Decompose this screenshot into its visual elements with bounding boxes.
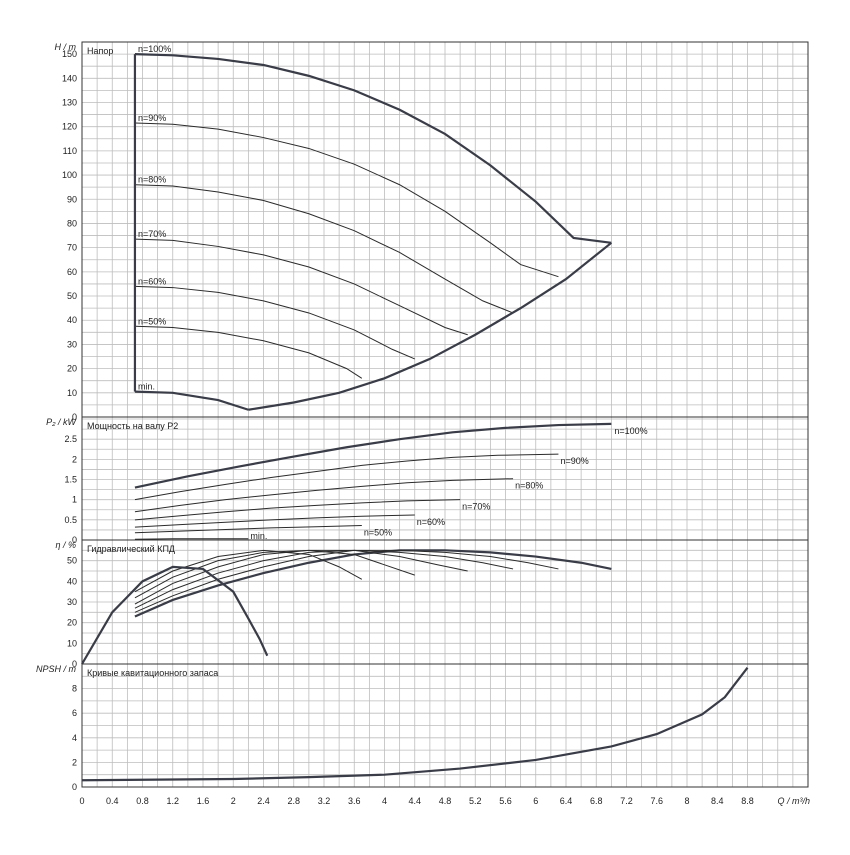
y-tick-label: 120 <box>62 122 77 132</box>
series-line <box>135 550 415 598</box>
y-tick-label: 1.5 <box>64 475 77 485</box>
x-tick-label: 6.4 <box>560 796 573 806</box>
y-tick-label: 0.5 <box>64 515 77 525</box>
y-tick-label: 30 <box>67 597 77 607</box>
panel-title: Кривые кавитационного запаса <box>87 668 218 678</box>
y-tick-label: 100 <box>62 170 77 180</box>
series-label: n=50% <box>364 527 392 537</box>
x-tick-label: 7.6 <box>650 796 663 806</box>
series-line <box>135 454 559 500</box>
series-label: n=70% <box>462 502 490 512</box>
y-tick-label: 70 <box>67 243 77 253</box>
series-label: n=70% <box>138 229 166 239</box>
y-tick-label: 4 <box>72 733 77 743</box>
x-tick-label: 3.2 <box>318 796 331 806</box>
series-label: n=80% <box>138 175 166 185</box>
y-axis-label: P₂ / kW <box>46 417 77 427</box>
x-tick-label: 4 <box>382 796 387 806</box>
x-tick-label: 0.8 <box>136 796 149 806</box>
series-line <box>135 515 415 527</box>
x-tick-label: 2.4 <box>257 796 270 806</box>
y-tick-label: 20 <box>67 364 77 374</box>
y-tick-label: 8 <box>72 684 77 694</box>
series-line <box>135 424 611 488</box>
series-line <box>135 123 559 277</box>
x-tick-label: 8 <box>684 796 689 806</box>
y-tick-label: 0 <box>72 782 77 792</box>
y-axis-label: η / % <box>55 540 76 550</box>
x-tick-label: 5.2 <box>469 796 482 806</box>
y-tick-label: 50 <box>67 556 77 566</box>
series-label: min. <box>250 531 267 541</box>
y-axis-label: NPSH / m <box>36 664 77 674</box>
series-line <box>135 392 248 410</box>
y-tick-label: 2 <box>72 454 77 464</box>
x-tick-label: 1.6 <box>197 796 210 806</box>
x-tick-label: 0.4 <box>106 796 119 806</box>
y-tick-label: 90 <box>67 194 77 204</box>
y-tick-label: 40 <box>67 576 77 586</box>
y-tick-label: 10 <box>67 388 77 398</box>
x-tick-label: 1.2 <box>166 796 179 806</box>
series-label: n=90% <box>138 113 166 123</box>
series-label: n=60% <box>417 517 445 527</box>
panel-npsh: Кривые кавитационного запаса NPSH / m 0 2 4 6… <box>36 664 808 792</box>
y-tick-label: 50 <box>67 291 77 301</box>
x-tick-label: 2.8 <box>287 796 300 806</box>
x-tick-label: 6.8 <box>590 796 603 806</box>
x-tick-label: 2 <box>231 796 236 806</box>
series-label: n=100% <box>138 44 171 54</box>
y-tick-label: 150 <box>62 49 77 59</box>
y-tick-label: 110 <box>63 146 77 156</box>
series-label: n=100% <box>614 426 647 436</box>
y-tick-label: 20 <box>67 618 77 628</box>
x-tick-label: 4.8 <box>439 796 452 806</box>
y-tick-label: 2.5 <box>64 434 77 444</box>
y-tick-label: 10 <box>67 638 77 648</box>
x-tick-label: 0 <box>79 796 84 806</box>
x-axis-label: Q / m³/h <box>777 796 810 806</box>
y-tick-label: 140 <box>62 73 77 83</box>
y-tick-label: 2 <box>72 757 77 767</box>
panel-title: Напор <box>87 46 113 56</box>
series-label: min. <box>138 382 155 392</box>
series-line <box>135 54 611 243</box>
y-tick-label: 6 <box>72 708 77 718</box>
x-tick-label: 7.2 <box>620 796 633 806</box>
panel-title: Мощность на валу P2 <box>87 421 178 431</box>
y-tick-label: 40 <box>67 315 77 325</box>
panel-title: Гидравлический КПД <box>87 544 175 554</box>
x-tick-label: 5.6 <box>499 796 512 806</box>
x-tick-label: 4.4 <box>408 796 421 806</box>
series-label: n=80% <box>515 481 543 491</box>
y-tick-label: 130 <box>62 97 77 107</box>
y-tick-label: 80 <box>67 218 77 228</box>
y-tick-label: 1 <box>72 495 77 505</box>
x-tick-label: 8.4 <box>711 796 724 806</box>
x-tick-label: 6 <box>533 796 538 806</box>
series-label: n=50% <box>138 316 166 326</box>
x-tick-label: 3.6 <box>348 796 361 806</box>
x-tick-label: 8.8 <box>741 796 754 806</box>
series-label: n=60% <box>138 276 166 286</box>
series-line <box>135 286 415 359</box>
y-tick-label: 60 <box>67 267 77 277</box>
series-label: n=90% <box>560 456 588 466</box>
y-tick-label: 30 <box>67 339 77 349</box>
